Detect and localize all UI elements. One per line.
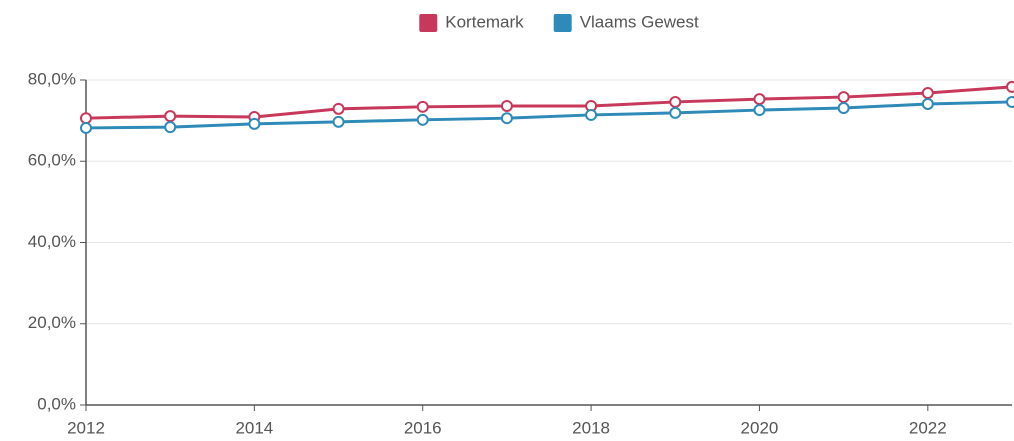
point — [500, 112, 513, 125]
point — [837, 91, 850, 104]
point — [500, 100, 513, 112]
point — [921, 97, 934, 110]
point — [80, 121, 92, 134]
point — [416, 100, 429, 113]
x-tick-label: 2016 — [404, 418, 442, 437]
legend-swatch — [419, 14, 438, 32]
point — [753, 93, 766, 106]
y-tick-label: 40,0% — [28, 232, 76, 251]
x-tick-label: 2018 — [572, 418, 610, 437]
x-tick-label: 2014 — [235, 418, 273, 437]
point — [753, 104, 766, 117]
point — [332, 115, 345, 128]
series-line — [85, 85, 1013, 120]
legend-swatch — [553, 14, 572, 32]
point — [1006, 80, 1014, 93]
point — [332, 102, 345, 115]
y-tick-label: 0,0% — [37, 394, 76, 413]
legend-label: Kortemark — [445, 12, 524, 31]
series-line — [85, 100, 1013, 130]
point — [837, 102, 850, 115]
point — [248, 117, 261, 130]
point — [80, 112, 92, 125]
x-tick-label: 2022 — [909, 418, 947, 437]
point — [669, 106, 682, 119]
point — [416, 113, 429, 126]
point — [921, 87, 934, 99]
x-tick-label: 2020 — [741, 418, 779, 437]
x-tick-label: 2012 — [67, 418, 105, 437]
legend-label: Vlaams Gewest — [580, 12, 699, 31]
y-tick-label: 60,0% — [28, 151, 76, 170]
point — [1006, 95, 1014, 108]
y-tick-label: 20,0% — [28, 313, 76, 332]
point — [164, 110, 177, 123]
point — [585, 108, 598, 121]
y-tick-label: 80,0% — [28, 69, 76, 88]
point — [164, 121, 177, 134]
point — [669, 95, 682, 108]
